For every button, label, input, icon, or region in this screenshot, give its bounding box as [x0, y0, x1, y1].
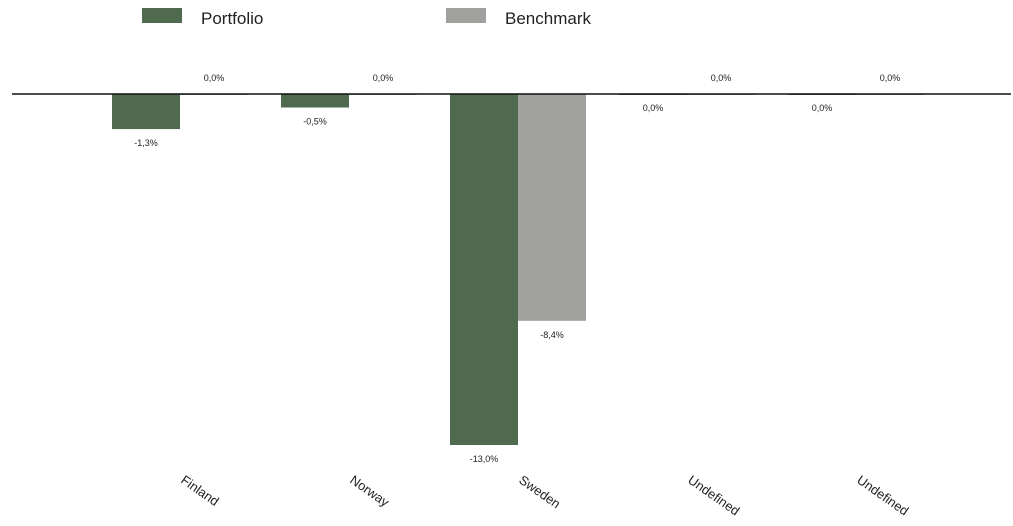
bar-portfolio-2: [281, 94, 349, 108]
value-label-portfolio-1: -1,3%: [134, 138, 158, 148]
value-label-benchmark-5: 0,0%: [880, 73, 901, 83]
category-label-1: Finland: [178, 472, 222, 509]
bars: [112, 94, 924, 445]
legend-swatch-benchmark: [446, 8, 486, 23]
value-labels: -1,3% 0,0% -0,5% 0,0% -13,0% -8,4% 0,0% 0,0% 0,0…: [134, 73, 900, 464]
category-label-5: Undefined: [854, 472, 911, 518]
legend: Portfolio Benchmark: [142, 8, 591, 28]
bar-portfolio-3: [450, 94, 518, 445]
value-label-benchmark-1: 0,0%: [204, 73, 225, 83]
value-label-portfolio-4: 0,0%: [643, 103, 664, 113]
value-label-portfolio-5: 0,0%: [812, 103, 833, 113]
legend-label-benchmark: Benchmark: [505, 9, 591, 28]
value-label-portfolio-2: -0,5%: [303, 117, 327, 127]
value-label-portfolio-3: -13,0%: [470, 454, 499, 464]
legend-swatch-portfolio: [142, 8, 182, 23]
category-label-3: Sweden: [516, 472, 563, 511]
value-label-benchmark-2: 0,0%: [373, 73, 394, 83]
value-label-benchmark-4: 0,0%: [711, 73, 732, 83]
category-label-4: Undefined: [685, 472, 742, 518]
bar-benchmark-3: [518, 94, 586, 321]
bar-portfolio-1: [112, 94, 180, 130]
legend-label-portfolio: Portfolio: [201, 9, 263, 28]
value-label-benchmark-3: -8,4%: [540, 330, 564, 340]
category-label-2: Norway: [347, 472, 392, 510]
category-labels: Finland Norway Sweden Undefined Undefined: [178, 472, 911, 518]
